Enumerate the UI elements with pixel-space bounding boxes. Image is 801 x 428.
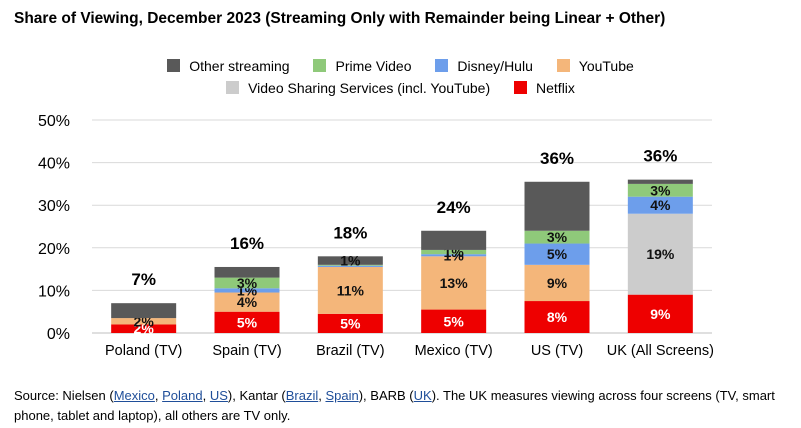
bar-segment (627, 183, 693, 197)
data-label: 4% (237, 294, 258, 310)
bar-segment (317, 265, 383, 267)
source-text: Source: Nielsen ( (14, 388, 114, 403)
total-label: 36% (643, 147, 677, 166)
legend-swatch (167, 59, 181, 72)
source-text: ). The UK measures viewing across four s… (14, 388, 775, 423)
source-note: Source: Nielsen (Mexico, Poland, US), Ka… (14, 386, 792, 426)
bar-segment (627, 196, 693, 214)
legend-label: Disney/Hulu (457, 58, 533, 74)
legend-label: YouTube (578, 58, 634, 74)
source-link[interactable]: Brazil (285, 388, 319, 403)
data-label: 13% (440, 275, 469, 291)
bar-segment (421, 256, 487, 310)
legend-item: Video Sharing Services (incl. YouTube) (226, 80, 490, 96)
legend-item: Other streaming (167, 58, 290, 74)
source-text: ), BARB ( (358, 388, 414, 403)
bar-segment (317, 266, 383, 314)
y-tick-label: 40% (38, 156, 70, 173)
bar-segment (111, 324, 177, 333)
x-tick-label: Brazil (TV) (316, 343, 384, 359)
bar-segment (214, 277, 280, 289)
legend-swatch (556, 59, 570, 72)
bar-segment (524, 301, 590, 333)
bar-segment (111, 303, 177, 319)
data-label: 1% (340, 253, 361, 269)
data-label: 3% (237, 275, 258, 291)
data-label: 3% (650, 182, 671, 198)
stacked-bar-chart: 0%10%20%30%40%50%2%2%7%Poland (TV)5%4%1%… (38, 113, 714, 359)
legend-swatch (514, 81, 528, 94)
x-tick-label: Poland (TV) (105, 343, 182, 359)
source-text: , (154, 388, 163, 403)
bar-segment (214, 311, 280, 333)
total-label: 16% (230, 234, 264, 253)
legend-swatch (435, 59, 449, 72)
x-tick-label: UK (All Screens) (607, 343, 714, 359)
bar-segment (214, 292, 280, 312)
legend-item: Netflix (514, 80, 575, 96)
source-text: , (318, 388, 326, 403)
bar-segment (421, 254, 487, 257)
source-link[interactable]: US (209, 388, 228, 403)
data-label: 11% (337, 282, 365, 298)
y-tick-label: 10% (38, 283, 70, 300)
data-label: 19% (646, 246, 675, 262)
legend-item: YouTube (556, 58, 634, 74)
x-tick-label: US (TV) (531, 343, 583, 359)
bar-segment (317, 313, 383, 333)
chart-title: Share of Viewing, December 2023 (Streami… (14, 10, 666, 27)
total-label: 18% (333, 223, 367, 242)
legend-swatch (226, 81, 240, 94)
bar-segment (317, 256, 383, 265)
legend-swatch (313, 59, 327, 72)
legend-label: Netflix (536, 80, 575, 96)
data-label: 5% (444, 313, 465, 329)
bar-segment (524, 264, 590, 302)
bar-segment (421, 230, 487, 250)
y-tick-label: 0% (47, 326, 70, 343)
data-label: 5% (237, 314, 258, 330)
source-link[interactable]: Mexico (113, 388, 155, 403)
legend-row-1: Other streaming Prime Video Disney/Hulu … (0, 58, 801, 74)
data-label: 3% (547, 229, 568, 245)
source-text: , (202, 388, 210, 403)
bar-segment (317, 264, 383, 266)
source-link[interactable]: UK (413, 388, 432, 403)
bar-segment (421, 249, 487, 255)
data-label: 2% (134, 321, 155, 337)
total-label: 36% (540, 149, 574, 168)
source-text: ), Kantar ( (227, 388, 286, 403)
legend-label: Video Sharing Services (incl. YouTube) (248, 80, 491, 96)
legend-item: Prime Video (313, 58, 412, 74)
data-label: 5% (547, 246, 568, 262)
bar-segment (524, 230, 590, 244)
y-tick-label: 20% (38, 241, 70, 258)
bar-segment (214, 266, 280, 278)
bar-segment (627, 213, 693, 295)
legend-label: Other streaming (189, 58, 290, 74)
bar-segment (524, 243, 590, 265)
data-label: 4% (650, 197, 671, 213)
data-label: 9% (547, 275, 568, 291)
bar-segment (627, 294, 693, 333)
source-link[interactable]: Spain (325, 388, 359, 403)
bar-segment (421, 309, 487, 333)
y-tick-label: 50% (38, 113, 70, 130)
data-label: 8% (547, 309, 568, 325)
y-tick-label: 30% (38, 198, 70, 215)
data-label: 5% (340, 315, 361, 331)
total-label: 24% (437, 198, 471, 217)
legend-row-2: Video Sharing Services (incl. YouTube) N… (0, 80, 801, 96)
bar-segment (524, 181, 590, 231)
bar-segment (214, 288, 280, 293)
bar-segment (111, 318, 177, 325)
x-tick-label: Spain (TV) (212, 343, 281, 359)
total-label: 7% (131, 270, 156, 289)
legend-label: Prime Video (335, 58, 412, 74)
source-link[interactable]: Poland (162, 388, 203, 403)
legend-item: Disney/Hulu (435, 58, 533, 74)
x-tick-label: Mexico (TV) (415, 343, 493, 359)
bar-segment (627, 179, 693, 184)
data-label: 9% (650, 306, 671, 322)
